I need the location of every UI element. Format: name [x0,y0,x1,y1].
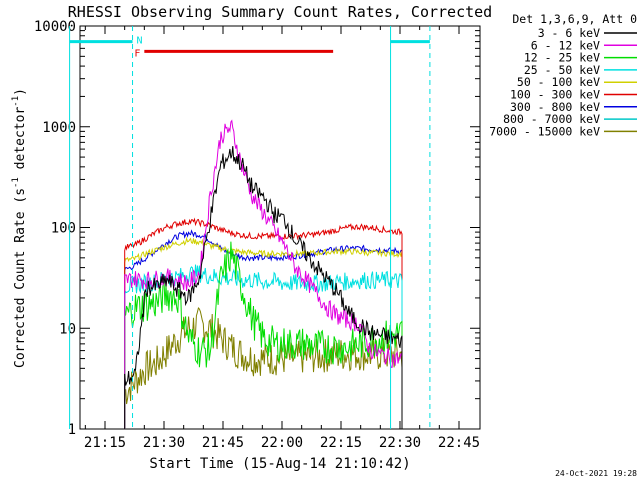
legend-label: 12 - 25 keV [524,51,600,65]
x-axis-ticks: 21:15 21:30 21:45 22:00 22:15 22:30 22:45 [84,26,480,451]
legend-label: 50 - 100 keV [517,75,600,89]
flare-label: F [134,48,140,59]
annotations: NF [69,26,431,429]
y-tick-label: 10000 [34,19,76,35]
y-axis-ticks: 1 10 100 1000 10000 [34,19,480,438]
footer-date: 24-Oct-2021 19:28 [555,469,637,478]
legend-label: 300 - 800 keV [510,100,600,114]
legend-label: 100 - 300 keV [510,88,600,102]
series-line [124,241,403,429]
y-tick-label: 1000 [42,120,76,136]
y-tick-label: 10 [59,321,76,337]
legend-label: 6 - 12 keV [531,38,600,52]
x-tick-label: 21:45 [202,435,244,451]
x-axis-label: Start Time (15-Aug-14 21:10:42) [149,456,410,472]
series-line [124,236,403,429]
y-tick-label: 1 [68,422,76,438]
chart-title: RHESSI Observing Summary Count Rates, Co… [68,3,492,21]
x-tick-label: 22:45 [438,435,480,451]
series-line [124,217,403,429]
legend-label: 800 - 7000 keV [503,112,600,126]
series-line [124,307,403,429]
x-tick-label: 22:15 [320,435,362,451]
y-tick-label: 100 [51,221,76,237]
x-tick-label: 22:30 [379,435,421,451]
legend-header: Det 1,3,6,9, Att 0 [512,12,637,26]
series-line [124,119,403,429]
series-line [124,229,403,429]
legend-label: 3 - 6 keV [538,26,600,40]
y-axis-label: Corrected Count Rate (s-1 detector-1) [11,88,28,368]
legend-label: 25 - 50 keV [524,63,600,77]
series-line [124,146,403,429]
series-lines [124,119,403,429]
x-tick-label: 21:15 [84,435,126,451]
x-tick-label: 21:30 [143,435,185,451]
plot-frame [79,25,481,430]
legend-label: 7000 - 15000 keV [489,124,600,138]
x-tick-label: 22:00 [261,435,303,451]
night-label: N [137,36,143,47]
